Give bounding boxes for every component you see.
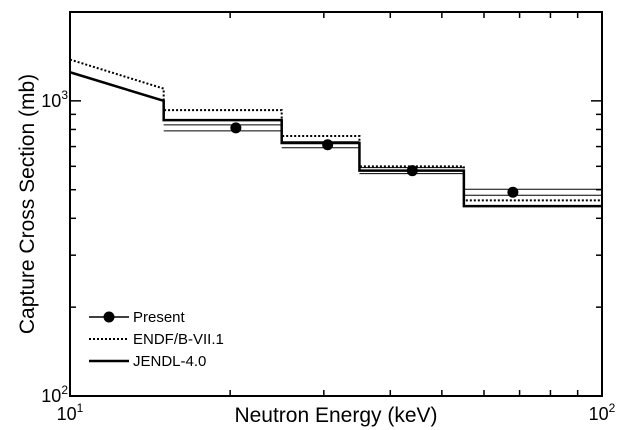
- legend-present-marker: [103, 311, 115, 323]
- present-data-point: [507, 186, 519, 198]
- endf-series-line: [69, 58, 602, 202]
- y-tick-label: 103: [41, 88, 68, 111]
- legend: Present ENDF/B-VII.1 JENDL-4.0: [89, 309, 224, 370]
- plot-frame: [69, 11, 603, 397]
- present-data-point: [230, 122, 242, 134]
- axis-ticks: [70, 11, 602, 397]
- legend-label: Present: [133, 309, 186, 326]
- legend-label: JENDL-4.0: [133, 353, 206, 370]
- plot-area: [69, 58, 602, 208]
- y-axis-title: Capture Cross Section (mb): [16, 74, 39, 334]
- x-tick-label: 101: [57, 401, 84, 424]
- x-tick-label: 102: [589, 401, 616, 424]
- legend-label: ENDF/B-VII.1: [133, 331, 224, 348]
- jendl-series-line: [69, 71, 602, 208]
- present-data-point: [322, 139, 334, 151]
- y-tick-label: 102: [41, 383, 68, 406]
- x-axis-title: Neutron Energy (keV): [234, 404, 437, 427]
